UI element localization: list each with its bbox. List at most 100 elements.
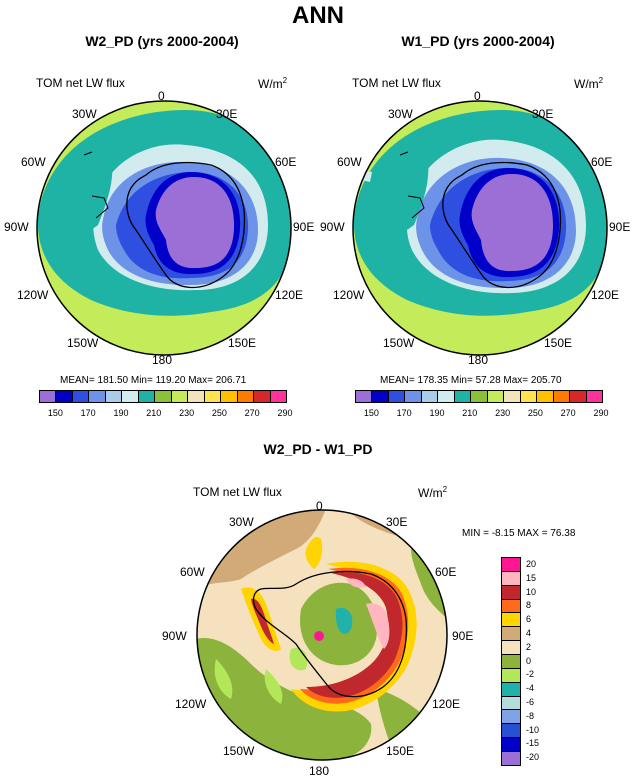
colorbar-tick-label: 4 xyxy=(526,627,532,638)
colorbar-swatch xyxy=(138,391,156,402)
lon-tick-90w: 90W xyxy=(4,220,29,234)
coastline-detail xyxy=(399,151,425,219)
lon-tick-30w: 30W xyxy=(388,107,413,121)
lon-tick-30w: 30W xyxy=(72,107,97,121)
lon-tick-90w: 90W xyxy=(320,220,345,234)
colorbar-tick-label: 8 xyxy=(526,600,532,611)
colorbar-swatch xyxy=(405,391,422,402)
colorbar-swatch xyxy=(372,391,389,402)
band-gt-20 xyxy=(314,631,324,641)
colorbar-tick-label: 150 xyxy=(363,408,379,418)
band-230-250 xyxy=(401,155,429,230)
map-border xyxy=(352,100,608,356)
colorbar-swatch xyxy=(502,696,520,711)
colorbar-swatch xyxy=(254,391,271,402)
band-lt-150 xyxy=(471,173,554,272)
polar-map-w2pd xyxy=(36,100,292,356)
colorbar-tick-label: 230 xyxy=(495,408,511,418)
colorbar-tick-label: 20 xyxy=(526,558,537,569)
band-10-15 xyxy=(366,603,390,649)
band-lt-150 xyxy=(155,176,235,269)
panel-title: W1_PD (yrs 2000-2004) xyxy=(401,33,555,49)
band-230-250 xyxy=(85,155,113,230)
lon-tick-120w: 120W xyxy=(333,288,365,302)
colorbar-swatch xyxy=(421,391,439,402)
lon-tick-180: 180 xyxy=(468,353,489,367)
colorbar-tick-label: 6 xyxy=(526,614,532,625)
colorbar-tick-label: -20 xyxy=(526,752,540,763)
lon-tick-90e: 90E xyxy=(609,220,631,234)
coastline-detail xyxy=(83,151,109,219)
colorbar-tick-label: 170 xyxy=(80,408,96,418)
lon-tick-30e: 30E xyxy=(386,515,408,529)
lon-tick-30e: 30E xyxy=(532,107,554,121)
colorbar-swatch xyxy=(586,391,603,402)
colorbar-tick-label: 210 xyxy=(462,408,478,418)
lon-tick-60w: 60W xyxy=(337,155,362,169)
colorbar-swatch xyxy=(502,613,520,628)
units-label: W/m2 xyxy=(418,485,448,500)
colorbar-swatch xyxy=(270,391,287,402)
lon-tick-150w: 150W xyxy=(223,744,255,758)
colorbar-swatch xyxy=(502,655,520,669)
lon-tick-150w: 150W xyxy=(67,336,99,350)
colorbar-swatch xyxy=(388,391,406,402)
panel-title: W2_PD - W1_PD xyxy=(263,441,373,457)
colorbar-swatch xyxy=(438,391,455,402)
colorbar-swatch xyxy=(570,391,587,402)
band-10-15 xyxy=(346,578,366,588)
colorbar-swatch xyxy=(72,391,90,402)
band-4-6 xyxy=(305,537,323,569)
lon-tick-150w: 150W xyxy=(383,336,415,350)
colorbar-tick-label: 15 xyxy=(526,572,537,583)
colorbar-tick-label: -6 xyxy=(526,696,535,707)
stats-text: MIN = -8.15 MAX = 76.38 xyxy=(462,528,576,539)
colorbar-tick-label: 270 xyxy=(560,408,576,418)
colorbar-tick-label: 2 xyxy=(526,641,532,652)
lon-tick-150e: 150E xyxy=(228,336,257,350)
colorbar-swatch xyxy=(502,738,520,753)
colorbar-swatch xyxy=(221,391,238,402)
colorbar-swatch xyxy=(537,391,554,402)
lon-tick-90w: 90W xyxy=(162,629,187,643)
coastline xyxy=(126,161,246,289)
colorbar-swatch xyxy=(502,724,520,739)
units-label: W/m2 xyxy=(258,76,288,91)
colorbar-tick-label: 0 xyxy=(526,655,532,666)
polar-map-w1pd xyxy=(352,100,608,356)
colorbar-tick-label: -4 xyxy=(526,683,535,694)
variable-label: TOM net LW flux xyxy=(352,76,441,90)
lon-tick-0: 0 xyxy=(474,89,481,103)
colorbar-swatch xyxy=(188,391,205,402)
colorbar-swatch xyxy=(502,558,520,572)
colorbar-swatch xyxy=(502,627,520,642)
band-neg4-neg2 xyxy=(264,669,283,704)
band-neg2-0 xyxy=(411,549,447,619)
colorbar-swatch xyxy=(487,391,505,402)
colorbar-difference xyxy=(501,557,521,766)
lon-tick-0: 0 xyxy=(158,89,165,103)
colorbar-swatch xyxy=(155,391,172,402)
lon-tick-30w: 30W xyxy=(229,515,254,529)
colorbar-tick-label: 190 xyxy=(113,408,129,418)
variable-label: TOM net LW flux xyxy=(193,485,282,499)
lon-tick-150e: 150E xyxy=(386,744,415,758)
colorbar-swatch xyxy=(204,391,222,402)
colorbar-swatch xyxy=(520,391,538,402)
colorbar-tick-label: 210 xyxy=(146,408,162,418)
colorbar-swatch xyxy=(471,391,488,402)
colorbar-tick-label: -2 xyxy=(526,669,535,680)
band-neg4-neg2 xyxy=(214,659,233,699)
colorbar-swatch xyxy=(122,391,139,402)
band-neg6-neg4 xyxy=(335,607,353,634)
lon-tick-60e: 60E xyxy=(435,565,457,579)
colorbar-swatch xyxy=(502,710,520,725)
colorbar-swatch xyxy=(502,585,520,600)
colorbar-swatch xyxy=(171,391,189,402)
colorbar-swatch xyxy=(56,391,73,402)
colorbar-tick-label: -8 xyxy=(526,710,535,721)
lon-tick-90e: 90E xyxy=(452,629,474,643)
lon-tick-60w: 60W xyxy=(21,155,46,169)
panel-title: W2_PD (yrs 2000-2004) xyxy=(85,33,239,49)
band-8-10 xyxy=(306,572,403,698)
